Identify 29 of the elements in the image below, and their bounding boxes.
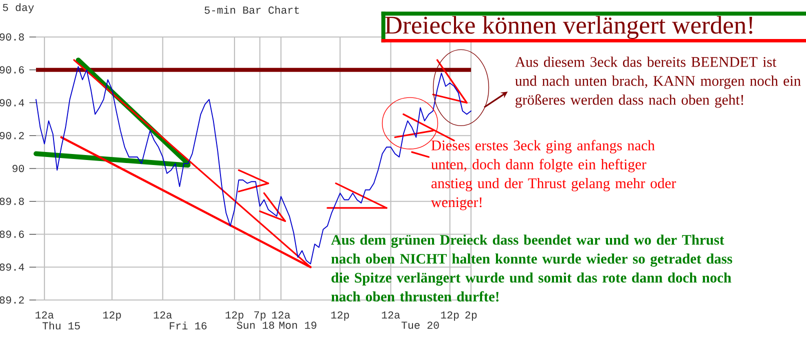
y-tick-label: 89.4 [0, 264, 24, 271]
x-tick-label: 7p [254, 311, 266, 321]
y-tick-label: 89.8 [0, 198, 24, 205]
y-tick-label: 90.4 [0, 99, 24, 106]
x-tick-label: 12a [272, 311, 290, 319]
text: Sun 18 [236, 322, 274, 329]
y-tick-label: 90.2 [0, 132, 24, 140]
x-tick-label: 12a [154, 311, 172, 319]
y-tick-label: 90.6 [0, 66, 24, 74]
x-tick-label: 12p [331, 311, 349, 321]
text: Mon 19 [279, 322, 316, 329]
x-tick-label: 12p [226, 311, 244, 321]
x-tick-label: 12p [441, 311, 459, 321]
y-tick-label: 90 [12, 164, 24, 172]
chart-title: 5-min Bar Chart [204, 6, 299, 14]
chart-subtitle: 5 day [2, 3, 34, 14]
x-tick-label: 12p [103, 311, 121, 321]
text: Fri 16 [170, 322, 207, 330]
annotation: Dieses erstes 3eck ging anfangs nach unten, doch dann folgte ein heftiger anstieg und der Thrust gelang mehr oder weniger! [430, 140, 676, 210]
x-tick-label: 12a [382, 311, 400, 319]
text: Thu 15 [42, 322, 80, 330]
text: Aus diesem 3eck das bereits BEENDET ist und nach unten brach, KANN morgen noch ein größeres werden dass nach oben geht! [515, 56, 801, 108]
y-tick-label: 89.6 [0, 230, 24, 238]
y-tick-label: 90.8 [0, 33, 24, 41]
text: Tue 20 [402, 322, 439, 329]
x-tick-label: 2p [465, 311, 477, 321]
y-tick-label: 89.2 [0, 296, 24, 304]
x-tick-label: 12a [36, 311, 54, 319]
annotation: Aus dem grünen Dreieck dass beendet war und wo der Thrust nach oben NICHT halten konnte wurde wieder so getradet dass die Spitze verlängert wurde und somit das rote dann doch noch nach oben thrusten durfte! [331, 234, 732, 302]
